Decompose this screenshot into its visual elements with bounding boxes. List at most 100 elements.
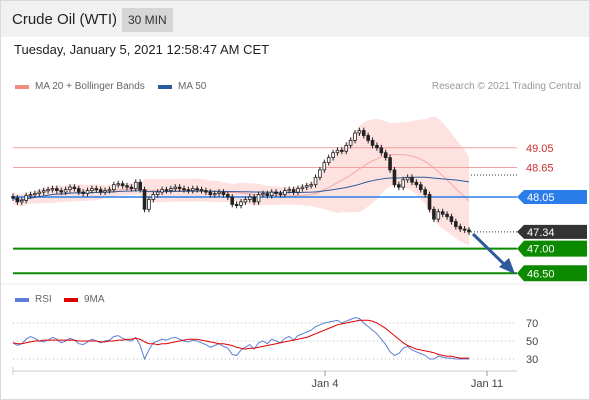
candle-body: [182, 188, 186, 191]
support-tag: [517, 265, 587, 282]
legend-rsi: RSI: [15, 294, 52, 305]
candle-body: [357, 130, 362, 134]
candle-body: [278, 193, 283, 196]
forecast-arrow-shaft: [471, 232, 509, 269]
legend-9ma-label: 9MA: [84, 294, 105, 305]
candle-body: [217, 191, 221, 194]
candle-body: [125, 185, 129, 188]
rsi-tick-label: 50: [526, 336, 538, 348]
legend-bb-swatch: [15, 84, 29, 89]
legend-9ma: 9MA: [64, 294, 105, 305]
timestamp: Tuesday, January 5, 2021 12:58:47 AM CET: [14, 42, 270, 57]
candle-body: [24, 195, 28, 201]
candle-body: [313, 176, 318, 186]
candle-body: [41, 190, 46, 193]
candle-body: [445, 213, 449, 218]
rsi-line: [12, 317, 469, 361]
candle-body: [63, 189, 68, 193]
candle-body: [247, 196, 252, 200]
legend-bb-label: MA 20 + Bollinger Bands: [35, 81, 145, 92]
candle-body: [353, 132, 357, 141]
candle-body: [309, 184, 313, 187]
forecast-arrow-head: [499, 258, 515, 274]
candle-body: [436, 211, 441, 220]
candle-body: [186, 189, 191, 192]
candle-body: [151, 194, 156, 200]
candle-body: [195, 188, 199, 191]
candle-body: [401, 179, 406, 188]
candle-body: [212, 193, 217, 196]
candle-body: [344, 144, 349, 152]
support-label: 47.00: [527, 244, 555, 256]
candle-body: [269, 191, 274, 196]
pivot-tag: [517, 190, 587, 204]
candle-body: [383, 152, 388, 159]
candle-body: [423, 189, 427, 195]
candle-body: [243, 199, 248, 203]
candle-body: [458, 226, 463, 230]
candle-body: [239, 201, 243, 206]
header-bar: Crude Oil (WTI) 30 MIN: [1, 1, 589, 37]
candle-body: [226, 194, 230, 198]
candle-body: [440, 211, 445, 215]
candle-body: [46, 189, 50, 192]
candle-body: [256, 194, 261, 203]
candle-body: [33, 193, 37, 196]
resistance-label: 48.65: [526, 162, 554, 174]
candle-body: [147, 199, 151, 210]
bollinger-band-fill: [13, 116, 469, 245]
resistance-label: 49.05: [526, 143, 554, 155]
candle-body: [112, 184, 116, 191]
support-tag: [517, 240, 587, 257]
legend-ma50-swatch: [158, 84, 172, 89]
candle-body: [375, 144, 379, 149]
candle-body: [103, 190, 107, 193]
candle-body: [261, 193, 265, 196]
candle-body: [283, 190, 287, 195]
candle-body: [59, 190, 64, 193]
candle-body: [265, 193, 270, 196]
timeframe-button[interactable]: 30 MIN: [122, 8, 173, 32]
candle-body: [462, 228, 467, 231]
candle-body: [296, 188, 300, 193]
candle-body: [318, 169, 322, 178]
candle-body: [19, 200, 24, 203]
candle-body: [291, 189, 296, 193]
candle-body: [138, 181, 142, 191]
candle-body: [234, 203, 239, 206]
candle-body: [142, 189, 147, 210]
rsi-tick-label: 30: [526, 354, 538, 366]
legend-rsi-swatch: [15, 297, 29, 302]
candle-body: [15, 197, 20, 203]
candle-body: [331, 152, 335, 159]
candle-body: [28, 194, 33, 197]
support-label: 46.50: [527, 268, 555, 280]
last-price-label: 47.34: [527, 227, 555, 239]
candle-body: [379, 147, 384, 154]
candle-body: [274, 191, 278, 194]
pivot-label: 48.05: [527, 192, 555, 204]
legend-ma50-label: MA 50: [178, 81, 207, 92]
candle-body: [90, 188, 94, 192]
candle-body: [322, 162, 327, 171]
candle-body: [427, 194, 432, 210]
candle-body: [85, 190, 90, 194]
candle-body: [133, 181, 138, 190]
candle-body: [160, 189, 164, 193]
candle-body: [55, 188, 59, 192]
candle-body: [37, 191, 42, 194]
candle-body: [467, 229, 471, 233]
candle-body: [173, 186, 178, 190]
candle-body: [208, 191, 213, 195]
candle-body: [326, 157, 331, 163]
legend-9ma-swatch: [64, 297, 78, 302]
candle-body: [252, 196, 256, 203]
candle-body: [361, 130, 366, 136]
copyright: Research © 2021 Trading Central: [431, 81, 581, 92]
candle-body: [68, 186, 72, 191]
candles: [11, 127, 471, 235]
candle-body: [199, 189, 204, 192]
candle-body: [76, 188, 81, 193]
